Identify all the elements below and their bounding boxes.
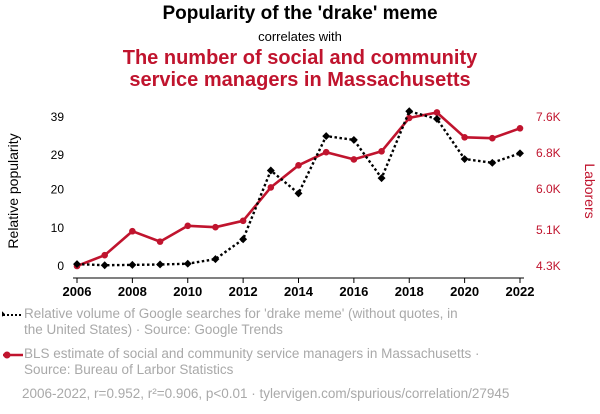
point-google-2007 bbox=[100, 261, 109, 270]
point-bls-2009 bbox=[156, 238, 164, 245]
point-google-2010 bbox=[183, 259, 192, 268]
point-google-2018 bbox=[405, 107, 414, 116]
y-right-tick-label-5.1K: 5.1K bbox=[536, 223, 561, 237]
y-right-tick-label-6.0K: 6.0K bbox=[536, 182, 561, 196]
point-bls-2020 bbox=[461, 134, 468, 141]
point-bls-2017 bbox=[378, 148, 385, 155]
y-left-tick-label-39: 39 bbox=[51, 110, 65, 124]
x-tick-label-2014: 2014 bbox=[284, 284, 314, 299]
point-google-2016 bbox=[349, 135, 358, 144]
x-tick-label-2018: 2018 bbox=[395, 284, 424, 299]
legend-entry-bls: BLS estimate of social and community ser… bbox=[2, 346, 594, 378]
point-bls-2007 bbox=[101, 251, 108, 259]
point-google-2020 bbox=[460, 155, 469, 163]
chart-title-secondary: The number of social and community servi… bbox=[0, 47, 600, 91]
point-google-2012 bbox=[239, 235, 248, 244]
point-google-2008 bbox=[128, 260, 137, 269]
point-google-2014 bbox=[294, 189, 303, 198]
y-right-axis-label: Laborers bbox=[582, 163, 598, 218]
y-right-tick-label-6.8K: 6.8K bbox=[536, 146, 561, 160]
legend-swatch-google bbox=[2, 310, 23, 318]
legend-text-bls-line1: BLS estimate of social and community ser… bbox=[24, 346, 480, 361]
legend-text-google-line1: Relative volume of Google searches for '… bbox=[24, 306, 458, 321]
point-bls-2008 bbox=[129, 227, 136, 235]
y-right-tick-label-7.6K: 7.6K bbox=[536, 110, 561, 124]
point-bls-2016 bbox=[350, 156, 358, 163]
point-google-2011 bbox=[211, 255, 220, 264]
chart-subtitle: correlates with bbox=[258, 29, 342, 44]
x-tick-label-2010: 2010 bbox=[173, 284, 202, 299]
y-left-tick-label-10: 10 bbox=[51, 221, 65, 235]
legend-text-google: Relative volume of Google searches for '… bbox=[24, 306, 594, 338]
legend-text-bls: BLS estimate of social and community ser… bbox=[24, 346, 594, 378]
y-left-tick-label-20: 20 bbox=[51, 183, 65, 197]
x-tick-label-2012: 2012 bbox=[229, 284, 258, 299]
legend-text-google-line2: the United States) · Source: Google Tren… bbox=[24, 322, 283, 337]
y-right-tick-label-4.3K: 4.3K bbox=[536, 259, 561, 273]
x-tick-label-2020: 2020 bbox=[450, 284, 479, 299]
point-google-2021 bbox=[488, 158, 497, 167]
x-tick-label-2016: 2016 bbox=[339, 284, 368, 299]
legend-text-bls-line2: Source: Bureau of Larbor Statistics bbox=[24, 362, 234, 377]
point-google-2022 bbox=[516, 149, 524, 158]
point-bls-2011 bbox=[212, 223, 219, 231]
point-bls-2021 bbox=[489, 134, 496, 142]
point-bls-2022 bbox=[516, 124, 524, 132]
footer-stats: 2006-2022, r=0.952, r²=0.906, p<0.01 · t… bbox=[22, 386, 510, 401]
point-bls-2014 bbox=[295, 162, 302, 169]
legend-swatch-bls bbox=[3, 351, 23, 359]
legend-entry-google: Relative volume of Google searches for '… bbox=[2, 306, 594, 338]
point-bls-2018 bbox=[405, 114, 413, 122]
point-bls-2010 bbox=[184, 222, 192, 230]
point-bls-2012 bbox=[239, 217, 247, 225]
x-tick-label-2008: 2008 bbox=[118, 284, 147, 299]
y-left-tick-label-29: 29 bbox=[51, 148, 65, 162]
series-line-bls bbox=[76, 111, 521, 268]
series-line-google bbox=[76, 110, 521, 267]
chart-title: Popularity of the 'drake' meme bbox=[162, 3, 438, 24]
point-bls-2013 bbox=[267, 184, 275, 191]
y-left-tick-label-0: 0 bbox=[57, 259, 64, 273]
x-tick-label-2022: 2022 bbox=[506, 284, 535, 299]
point-google-2013 bbox=[266, 166, 275, 175]
point-bls-2015 bbox=[322, 148, 330, 156]
chart-title-secondary-line2: service managers in Massachusetts bbox=[129, 69, 471, 91]
point-google-2017 bbox=[377, 174, 386, 183]
chart-title-secondary-line1: The number of social and community bbox=[122, 47, 478, 69]
point-google-2015 bbox=[322, 132, 331, 141]
x-tick-label-2006: 2006 bbox=[63, 284, 92, 299]
point-bls-2019 bbox=[433, 109, 441, 116]
y-left-axis-label: Relative popularity bbox=[5, 133, 21, 248]
point-google-2009 bbox=[156, 260, 165, 269]
